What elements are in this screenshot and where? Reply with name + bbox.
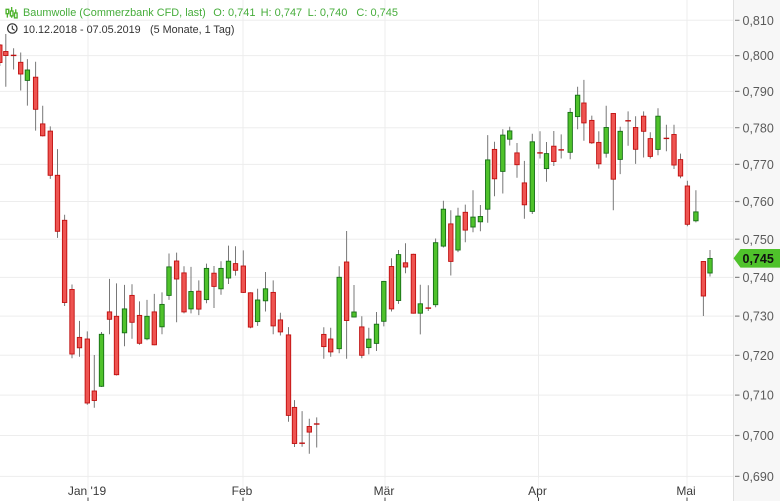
svg-text:0,760: 0,760 [743, 195, 774, 209]
svg-text:H: 0,747: H: 0,747 [261, 7, 303, 19]
svg-text:0,740: 0,740 [743, 271, 774, 285]
svg-text:Mär: Mär [374, 484, 395, 498]
svg-text:0,790: 0,790 [743, 85, 774, 99]
svg-text:C: 0,745: C: 0,745 [356, 7, 398, 19]
svg-text:Apr: Apr [528, 484, 547, 498]
svg-text:0,710: 0,710 [743, 389, 774, 403]
svg-text:0,750: 0,750 [743, 233, 774, 247]
svg-text:Mai: Mai [676, 484, 695, 498]
svg-text:0,700: 0,700 [743, 429, 774, 443]
svg-text:O: 0,741: O: 0,741 [213, 7, 255, 19]
svg-text:Feb: Feb [232, 484, 253, 498]
svg-text:Baumwolle (Commerzbank CFD, la: Baumwolle (Commerzbank CFD, last) [23, 7, 206, 19]
svg-text:0,770: 0,770 [743, 158, 774, 172]
svg-text:0,780: 0,780 [743, 121, 774, 135]
svg-text:10.12.2018 - 07.05.2019: 10.12.2018 - 07.05.2019 [23, 24, 141, 36]
svg-text:0,810: 0,810 [743, 14, 774, 28]
svg-text:(5 Monate, 1 Tag): (5 Monate, 1 Tag) [150, 24, 234, 36]
svg-text:0,745: 0,745 [743, 252, 774, 266]
svg-text:0,720: 0,720 [743, 349, 774, 363]
svg-text:0,730: 0,730 [743, 310, 774, 324]
svg-text:Jan '19: Jan '19 [68, 484, 107, 498]
svg-text:0,800: 0,800 [743, 49, 774, 63]
svg-text:L: 0,740: L: 0,740 [308, 7, 348, 19]
svg-text:0,690: 0,690 [743, 470, 774, 484]
